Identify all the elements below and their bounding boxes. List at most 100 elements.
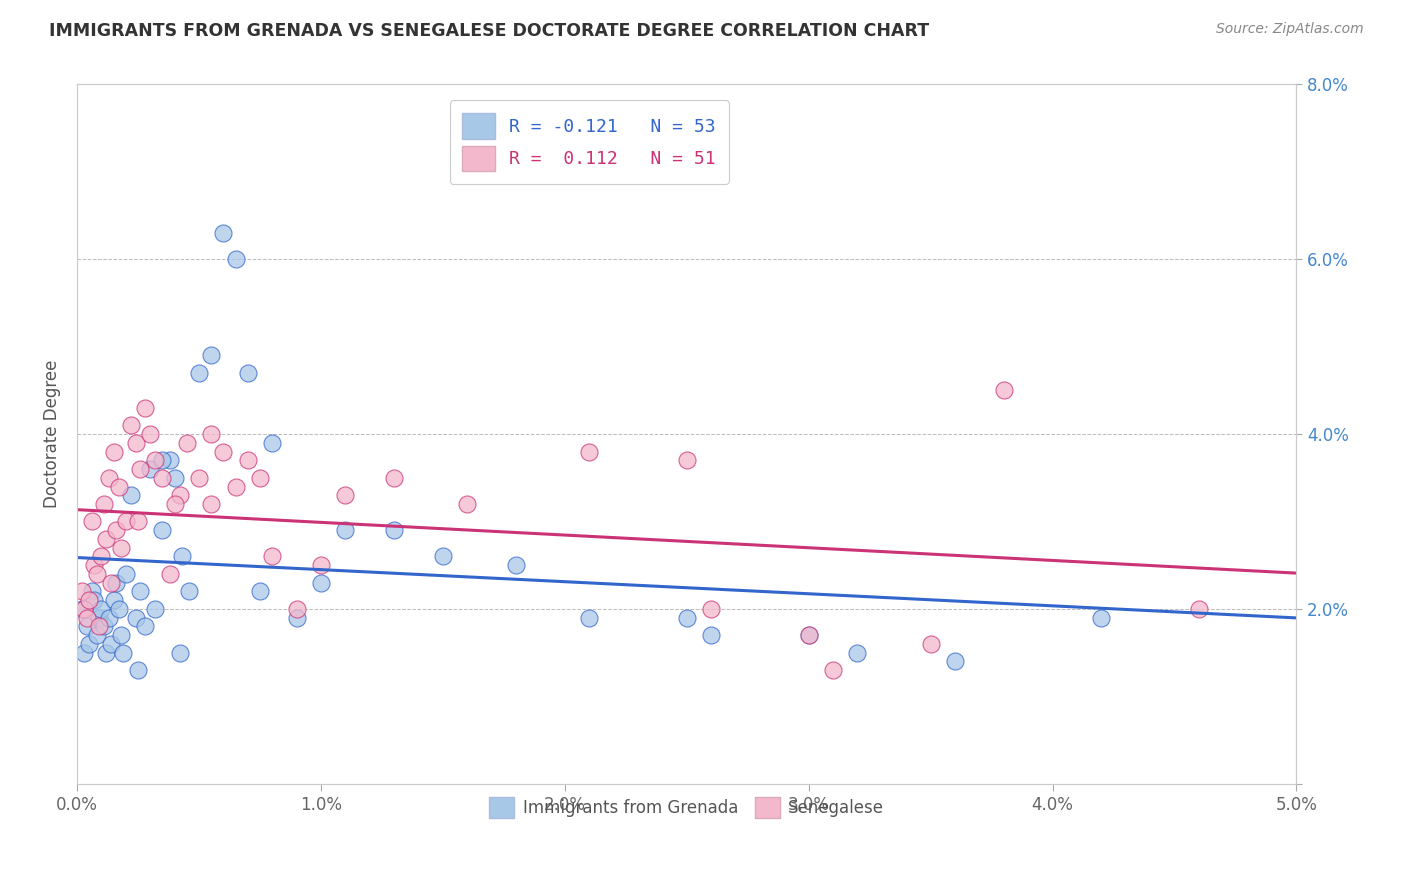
Point	[79, 637, 101, 651]
Point	[159, 566, 181, 581]
Point	[249, 584, 271, 599]
Legend: Immigrants from Grenada, Senegalese: Immigrants from Grenada, Senegalese	[482, 790, 891, 824]
Point	[103, 593, 125, 607]
Point	[200, 348, 222, 362]
Point	[134, 619, 156, 633]
Point	[212, 226, 235, 240]
Point	[797, 628, 820, 642]
Point	[103, 444, 125, 458]
Point	[110, 541, 132, 555]
Point	[96, 532, 118, 546]
Point	[225, 479, 247, 493]
Point	[675, 453, 697, 467]
Point	[105, 523, 128, 537]
Point	[163, 497, 186, 511]
Point	[249, 471, 271, 485]
Point	[80, 584, 103, 599]
Point	[200, 427, 222, 442]
Point	[675, 610, 697, 624]
Point	[83, 593, 105, 607]
Point	[700, 628, 723, 642]
Point	[152, 523, 174, 537]
Point	[846, 646, 869, 660]
Point	[124, 610, 146, 624]
Point	[93, 619, 115, 633]
Point	[129, 584, 152, 599]
Point	[188, 471, 211, 485]
Point	[152, 453, 174, 467]
Point	[100, 637, 122, 651]
Point	[188, 366, 211, 380]
Point	[107, 479, 129, 493]
Point	[73, 646, 96, 660]
Point	[1188, 602, 1211, 616]
Point	[456, 497, 478, 511]
Point	[97, 610, 120, 624]
Point	[97, 471, 120, 485]
Point	[93, 497, 115, 511]
Point	[200, 497, 222, 511]
Point	[700, 602, 723, 616]
Point	[124, 435, 146, 450]
Point	[432, 549, 454, 564]
Point	[823, 663, 845, 677]
Point	[90, 549, 112, 564]
Point	[87, 610, 110, 624]
Point	[1090, 610, 1112, 624]
Point	[152, 471, 174, 485]
Point	[170, 549, 193, 564]
Point	[169, 488, 191, 502]
Point	[285, 602, 308, 616]
Point	[943, 654, 966, 668]
Point	[262, 549, 284, 564]
Point	[90, 602, 112, 616]
Point	[80, 515, 103, 529]
Point	[76, 610, 98, 624]
Point	[143, 602, 166, 616]
Point	[127, 515, 149, 529]
Point	[179, 584, 201, 599]
Point	[993, 384, 1015, 398]
Point	[920, 637, 942, 651]
Point	[159, 453, 181, 467]
Point	[110, 628, 132, 642]
Point	[225, 252, 247, 267]
Point	[176, 435, 198, 450]
Point	[236, 453, 259, 467]
Point	[335, 488, 357, 502]
Point	[127, 663, 149, 677]
Point	[212, 444, 235, 458]
Point	[797, 628, 820, 642]
Point	[335, 523, 357, 537]
Point	[139, 427, 162, 442]
Text: Source: ZipAtlas.com: Source: ZipAtlas.com	[1216, 22, 1364, 37]
Point	[262, 435, 284, 450]
Point	[105, 575, 128, 590]
Point	[163, 471, 186, 485]
Point	[139, 462, 162, 476]
Point	[578, 444, 600, 458]
Point	[86, 628, 108, 642]
Point	[236, 366, 259, 380]
Point	[83, 558, 105, 573]
Point	[115, 515, 138, 529]
Point	[578, 610, 600, 624]
Point	[169, 646, 191, 660]
Text: IMMIGRANTS FROM GRENADA VS SENEGALESE DOCTORATE DEGREE CORRELATION CHART: IMMIGRANTS FROM GRENADA VS SENEGALESE DO…	[49, 22, 929, 40]
Point	[382, 471, 405, 485]
Point	[143, 453, 166, 467]
Point	[382, 523, 405, 537]
Point	[134, 401, 156, 415]
Point	[112, 646, 135, 660]
Point	[120, 418, 142, 433]
Point	[285, 610, 308, 624]
Point	[115, 566, 138, 581]
Point	[70, 584, 93, 599]
Point	[100, 575, 122, 590]
Point	[107, 602, 129, 616]
Point	[309, 575, 332, 590]
Point	[309, 558, 332, 573]
Point	[505, 558, 527, 573]
Point	[96, 646, 118, 660]
Point	[87, 619, 110, 633]
